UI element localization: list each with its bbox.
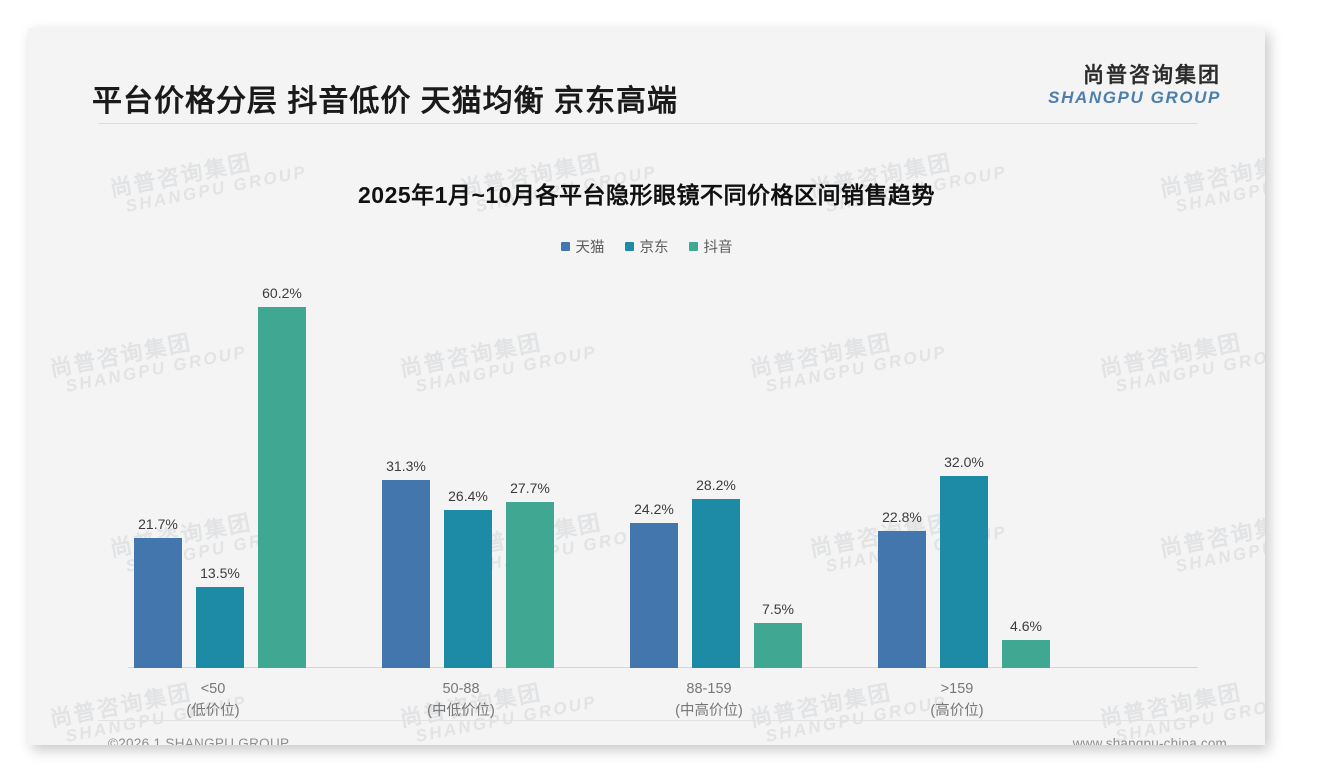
bar-group: 24.2% 28.2% 7.5% 88-159 (中高价位)	[630, 278, 802, 719]
category-sublabel: (高价位)	[930, 702, 984, 719]
bar-rect[interactable]	[134, 537, 182, 668]
legend-swatch-icon	[688, 242, 698, 251]
chart-title: 2025年1月~10月各平台隐形眼镜不同价格区间销售趋势	[358, 182, 935, 208]
x-axis-category-label: >159 (高价位)	[878, 679, 1036, 723]
bar-京东-50-88[interactable]: 26.4%	[444, 278, 492, 668]
footer-divider	[98, 720, 1198, 721]
bar-group-bars: 24.2% 28.2% 7.5%	[630, 278, 802, 668]
bar-value-label: 7.5%	[762, 601, 794, 617]
category-range: >159	[940, 681, 974, 697]
bar-value-label: 13.5%	[200, 565, 240, 581]
bar-rect[interactable]	[382, 480, 430, 668]
bar-抖音-88-159[interactable]: 7.5%	[754, 278, 802, 668]
legend-item-抖音[interactable]: 抖音	[688, 236, 733, 257]
x-axis-category-label: 50-88 (中低价位)	[382, 679, 540, 723]
bar-rect[interactable]	[444, 509, 492, 668]
x-axis-category-label: <50 (低价位)	[134, 679, 292, 723]
bar-value-label: 21.7%	[138, 515, 178, 532]
chart-plot-area: 21.7% 13.5% 60.2% <50 (低价位) 31.3% 26.4% 27.7% 50…	[128, 278, 1198, 719]
bar-京东->159[interactable]: 32.0%	[940, 278, 988, 668]
category-sublabel: (低价位)	[186, 702, 240, 719]
bar-group-bars: 21.7% 13.5% 60.2%	[134, 278, 306, 668]
slide-footer: ©2026.1 SHANGPU GROUP www.shangpu-china.…	[28, 725, 1265, 745]
bar-rect[interactable]	[196, 587, 244, 668]
legend-label: 京东	[639, 240, 669, 256]
bar-value-label: 32.0%	[944, 454, 984, 470]
legend-item-京东[interactable]: 京东	[624, 236, 669, 257]
bar-group: 22.8% 32.0% 4.6% >159 (高价位)	[878, 278, 1050, 719]
bar-抖音-<50[interactable]: 60.2%	[258, 278, 306, 668]
bar-value-label: 26.4%	[448, 487, 488, 504]
bar-天猫->159[interactable]: 22.8%	[878, 278, 926, 668]
bar-group: 31.3% 26.4% 27.7% 50-88 (中低价位)	[382, 278, 554, 719]
header-divider	[98, 123, 1198, 124]
legend-item-天猫[interactable]: 天猫	[560, 236, 605, 257]
brand-logo: 尚普咨询集团 SHANGPU GROUP	[1048, 64, 1221, 107]
page-title: 平台价格分层 抖音低价 天猫均衡 京东高端	[92, 85, 679, 118]
brand-name-en: SHANGPU GROUP	[1048, 87, 1221, 107]
chart-legend: 天猫 京东 抖音	[28, 236, 1265, 257]
category-sublabel: (中高价位)	[675, 702, 743, 719]
category-range: 88-159	[686, 681, 732, 697]
bar-group-bars: 31.3% 26.4% 27.7%	[382, 278, 554, 668]
legend-swatch-icon	[560, 242, 570, 251]
legend-label: 天猫	[575, 240, 605, 256]
website-link[interactable]: www.shangpu-china.com	[1072, 736, 1227, 745]
bar-rect[interactable]	[692, 498, 740, 668]
bar-group: 21.7% 13.5% 60.2% <50 (低价位)	[134, 278, 306, 719]
slide-header: 平台价格分层 抖音低价 天猫均衡 京东高端 尚普咨询集团 SHANGPU GRO…	[28, 28, 1265, 123]
bar-group-bars: 22.8% 32.0% 4.6%	[878, 278, 1050, 668]
bar-京东-<50[interactable]: 13.5%	[196, 278, 244, 668]
brand-name-cn: 尚普咨询集团	[1083, 64, 1221, 87]
bar-rect[interactable]	[754, 623, 802, 668]
bar-value-label: 4.6%	[1010, 618, 1042, 635]
bar-rect[interactable]	[506, 501, 554, 668]
category-sublabel: (中低价位)	[427, 702, 495, 719]
bar-value-label: 31.3%	[386, 458, 426, 475]
bar-天猫-88-159[interactable]: 24.2%	[630, 278, 678, 668]
legend-swatch-icon	[624, 242, 634, 251]
bar-rect[interactable]	[1002, 640, 1050, 668]
chart-container: 2025年1月~10月各平台隐形眼镜不同价格区间销售趋势 天猫 京东 抖音 21.7…	[28, 128, 1265, 719]
bar-value-label: 22.8%	[882, 509, 922, 526]
presentation-slide: 尚普咨询集团 SHANGPU GROUP 尚普咨询集团 SHANGPU GROUP 尚普…	[28, 28, 1265, 745]
bar-rect[interactable]	[630, 522, 678, 668]
bar-value-label: 24.2%	[634, 500, 674, 517]
bar-rect[interactable]	[940, 476, 988, 668]
bar-天猫-50-88[interactable]: 31.3%	[382, 278, 430, 668]
bar-天猫-<50[interactable]: 21.7%	[134, 278, 182, 668]
bar-rect[interactable]	[258, 306, 306, 668]
legend-label: 抖音	[703, 240, 733, 256]
bar-抖音->159[interactable]: 4.6%	[1002, 278, 1050, 668]
bar-京东-88-159[interactable]: 28.2%	[692, 278, 740, 668]
category-range: <50	[200, 681, 226, 697]
x-axis-category-label: 88-159 (中高价位)	[630, 679, 788, 723]
bar-value-label: 60.2%	[262, 284, 302, 301]
bar-rect[interactable]	[878, 531, 926, 668]
bar-value-label: 27.7%	[510, 479, 550, 496]
copyright-text: ©2026.1 SHANGPU GROUP	[108, 736, 290, 745]
bar-value-label: 28.2%	[696, 476, 736, 493]
category-range: 50-88	[442, 681, 480, 697]
bar-抖音-50-88[interactable]: 27.7%	[506, 278, 554, 668]
